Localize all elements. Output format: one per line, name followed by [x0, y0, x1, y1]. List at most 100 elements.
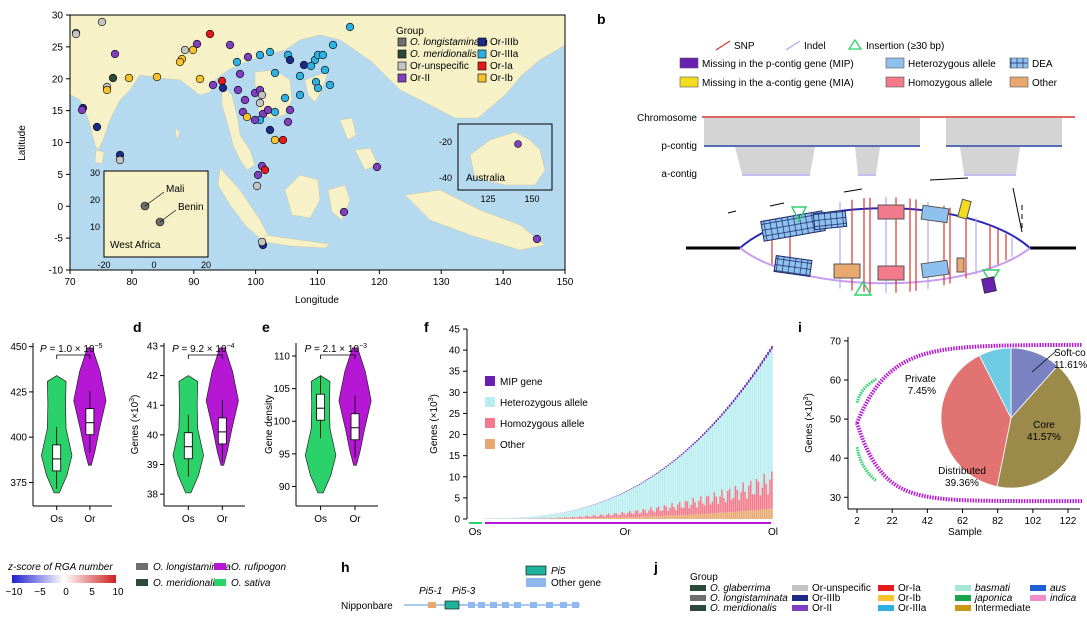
f-bar-segment — [756, 369, 758, 372]
h-other-gene — [530, 602, 537, 608]
j-legend-swatch — [792, 595, 808, 601]
f-y-tick: 40 — [449, 346, 461, 357]
f-bar-segment — [591, 506, 593, 517]
f-bar-segment — [765, 358, 767, 484]
f-bar-segment — [735, 400, 737, 486]
f-bar-segment — [568, 518, 570, 519]
f-bar-segment — [675, 460, 677, 510]
g-legend-label: O. sativa — [231, 578, 271, 589]
h-other-gene — [478, 602, 485, 608]
f-bar-segment — [700, 496, 702, 514]
f-bar-segment — [641, 484, 643, 513]
f-bar-segment — [637, 486, 639, 510]
panel-label-i: i — [798, 319, 802, 335]
f-bar-segment — [667, 466, 669, 511]
sample-point — [241, 96, 249, 104]
f-bar-segment — [644, 481, 646, 510]
f-bar-segment — [625, 491, 627, 492]
f-bar-segment — [619, 494, 621, 495]
f-bar-segment — [687, 501, 689, 514]
f-bar-segment — [639, 484, 641, 485]
inset-label-mali: Mali — [166, 184, 184, 195]
f-bar-segment — [593, 515, 595, 518]
f-bar-segment — [662, 510, 664, 516]
f-bar-segment — [675, 459, 677, 460]
f-bar-segment — [681, 454, 683, 455]
violin-pvalue: P = 2.1 × 10−3 — [305, 343, 368, 355]
f-bar-segment — [735, 397, 737, 399]
f-bar-segment — [614, 513, 616, 518]
f-bar-segment — [744, 385, 746, 388]
f-bar-segment — [690, 505, 692, 515]
f-bar-segment — [537, 518, 539, 519]
f-y-tick: 35 — [449, 367, 461, 378]
map-x-tick: 100 — [247, 277, 264, 288]
f-bar-segment — [629, 489, 631, 490]
f-bar-segment — [669, 508, 671, 516]
f-bar-segment — [761, 509, 763, 519]
map-y-tick: 5 — [57, 170, 63, 181]
f-bar-segment — [537, 516, 539, 518]
f-bar-segment — [610, 499, 612, 516]
f-bar-segment — [585, 518, 587, 519]
map-y-label: Latitude — [17, 125, 28, 161]
sample-point — [258, 238, 266, 246]
f-bar-segment — [710, 426, 712, 428]
f-bar-segment — [569, 511, 571, 517]
svg-text:-20: -20 — [97, 260, 110, 270]
sample-point — [266, 126, 274, 134]
f-bar-segment — [771, 471, 773, 508]
f-bar-segment — [769, 480, 771, 509]
gene-pi5-3: Pi5-3 — [452, 586, 476, 597]
f-bar-segment — [575, 510, 577, 518]
f-bar-segment — [641, 517, 643, 519]
f-legend-swatch — [485, 376, 495, 386]
f-bar-segment — [627, 490, 629, 491]
f-y-label: Genes (×103) — [428, 394, 440, 454]
sample-point — [226, 41, 234, 49]
sample-point — [314, 84, 322, 92]
sample-point — [72, 30, 80, 38]
f-bar-segment — [596, 504, 598, 517]
f-bar-segment — [760, 495, 762, 509]
f-bar-segment — [529, 517, 531, 519]
f-bar-segment — [733, 498, 735, 512]
f-bar-segment — [727, 407, 729, 409]
f-bar-segment — [708, 430, 710, 496]
f-bar-segment — [744, 492, 746, 511]
f-bar-segment — [713, 424, 715, 492]
sample-point — [219, 84, 227, 92]
sample-point — [196, 75, 204, 83]
f-bar-segment — [752, 377, 754, 494]
f-bar-segment — [606, 515, 608, 518]
f-bar-segment — [596, 517, 598, 518]
svg-text:150: 150 — [524, 194, 539, 204]
map-x-tick: 80 — [126, 277, 138, 288]
panel-h-gene-track: h Pi5 Other gene Pi5-1 Pi5-3 Nipponbare — [341, 559, 601, 612]
h-other-gene — [546, 602, 553, 608]
f-bar-segment — [710, 513, 712, 519]
f-bar-segment — [752, 494, 754, 510]
f-bar-segment — [687, 515, 689, 519]
f-bar-segment — [616, 513, 618, 517]
i-y-tick: 70 — [830, 336, 842, 347]
f-y-tick: 45 — [449, 325, 461, 336]
f-bar-segment — [704, 505, 706, 514]
f-bar-segment — [765, 484, 767, 509]
f-bar-segment — [644, 517, 646, 519]
sample-point — [116, 156, 124, 164]
f-bar-segment — [587, 507, 589, 516]
f-bar-segment — [721, 416, 723, 490]
f-bar-segment — [631, 488, 633, 489]
zscore-gradient — [12, 575, 116, 583]
map-legend-item: Or-IIIb — [490, 37, 519, 48]
f-bar-segment — [604, 501, 606, 516]
j-legend-label: indica — [1050, 593, 1077, 604]
f-bar-segment — [712, 502, 714, 514]
f-bar-segment — [625, 517, 627, 519]
f-bar-segment — [662, 469, 664, 470]
f-bar-segment — [756, 479, 758, 510]
